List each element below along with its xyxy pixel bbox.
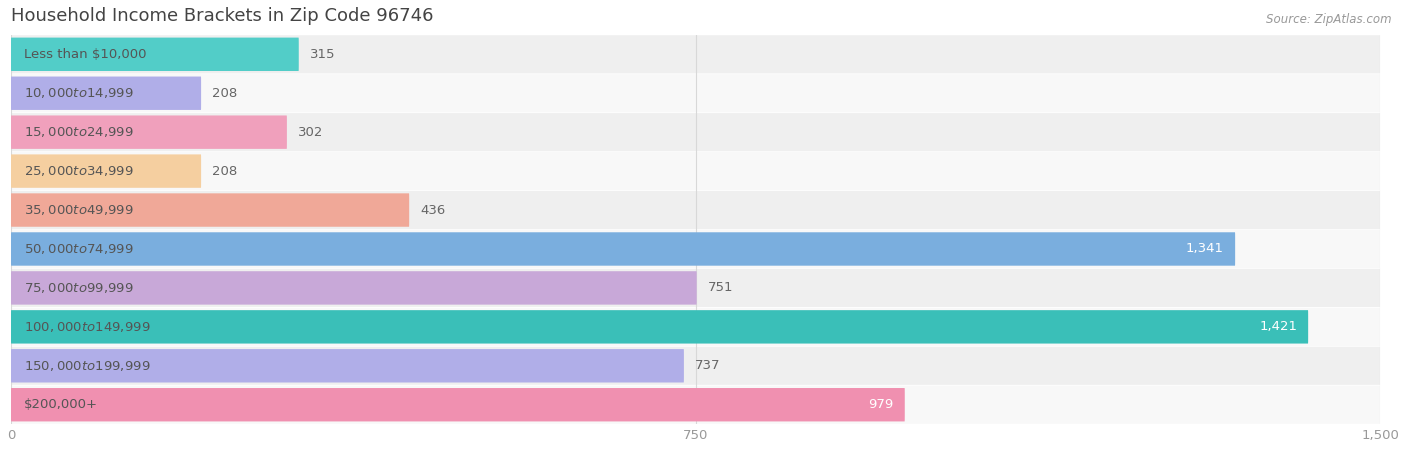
Text: 436: 436: [420, 203, 446, 216]
FancyBboxPatch shape: [11, 308, 1381, 346]
FancyBboxPatch shape: [11, 38, 298, 71]
FancyBboxPatch shape: [11, 269, 1381, 307]
FancyBboxPatch shape: [11, 115, 287, 149]
Text: 979: 979: [869, 398, 894, 411]
FancyBboxPatch shape: [11, 349, 683, 383]
Text: $25,000 to $34,999: $25,000 to $34,999: [24, 164, 134, 178]
Text: 737: 737: [695, 359, 720, 372]
FancyBboxPatch shape: [11, 310, 1308, 343]
Text: 302: 302: [298, 126, 323, 139]
Text: 1,421: 1,421: [1258, 320, 1298, 333]
FancyBboxPatch shape: [11, 76, 201, 110]
FancyBboxPatch shape: [11, 74, 1381, 112]
Text: $150,000 to $199,999: $150,000 to $199,999: [24, 359, 150, 373]
FancyBboxPatch shape: [11, 386, 1381, 424]
Text: $75,000 to $99,999: $75,000 to $99,999: [24, 281, 134, 295]
Text: $10,000 to $14,999: $10,000 to $14,999: [24, 86, 134, 100]
FancyBboxPatch shape: [11, 232, 1234, 266]
FancyBboxPatch shape: [11, 388, 905, 422]
Text: $15,000 to $24,999: $15,000 to $24,999: [24, 125, 134, 139]
FancyBboxPatch shape: [11, 271, 697, 304]
Text: 751: 751: [707, 282, 733, 295]
Text: Household Income Brackets in Zip Code 96746: Household Income Brackets in Zip Code 96…: [11, 7, 433, 25]
Text: $35,000 to $49,999: $35,000 to $49,999: [24, 203, 134, 217]
FancyBboxPatch shape: [11, 35, 1381, 73]
FancyBboxPatch shape: [11, 194, 409, 227]
Text: 315: 315: [309, 48, 335, 61]
Text: Source: ZipAtlas.com: Source: ZipAtlas.com: [1267, 13, 1392, 26]
FancyBboxPatch shape: [11, 113, 1381, 151]
Text: $200,000+: $200,000+: [24, 398, 98, 411]
Text: $50,000 to $74,999: $50,000 to $74,999: [24, 242, 134, 256]
FancyBboxPatch shape: [11, 191, 1381, 229]
FancyBboxPatch shape: [11, 152, 1381, 190]
Text: Less than $10,000: Less than $10,000: [24, 48, 146, 61]
Text: 208: 208: [212, 165, 238, 178]
Text: 1,341: 1,341: [1187, 242, 1225, 255]
Text: 208: 208: [212, 87, 238, 100]
FancyBboxPatch shape: [11, 230, 1381, 268]
FancyBboxPatch shape: [11, 347, 1381, 385]
Text: $100,000 to $149,999: $100,000 to $149,999: [24, 320, 150, 334]
FancyBboxPatch shape: [11, 154, 201, 188]
